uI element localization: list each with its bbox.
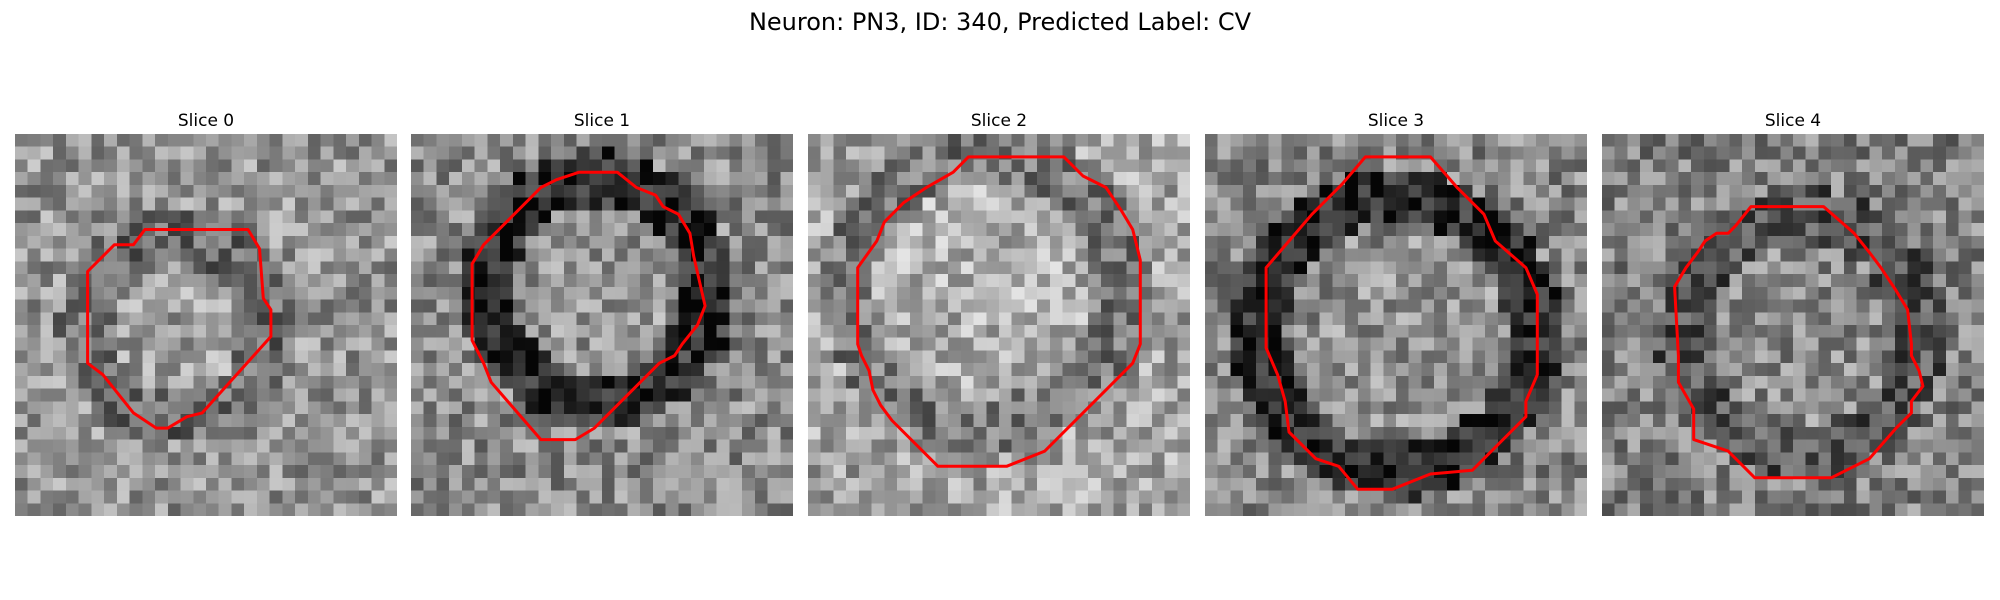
slice-image-4 [1602,134,1984,516]
slice-contour-0 [86,228,273,430]
slice-micrograph-2 [808,134,1190,516]
slice-image-2 [808,134,1190,516]
slice-micrograph-4 [1602,134,1984,516]
slice-title-3: Slice 3 [1367,111,1425,131]
slice-title-0: Slice 0 [177,111,235,131]
slice-micrograph-0 [15,134,397,516]
slice-title-4: Slice 4 [1764,111,1822,131]
slice-micrograph-3 [1205,134,1587,516]
slice-contour-1 [470,170,707,442]
slice-contour-3 [1264,155,1539,491]
slice-contour-2 [856,155,1142,468]
slice-image-0 [15,134,397,516]
slice-title-1: Slice 1 [573,111,631,131]
slice-image-1 [411,134,793,516]
slice-image-3 [1205,134,1587,516]
slice-title-2: Slice 2 [970,111,1028,131]
slice-micrograph-1 [411,134,793,516]
slice-contour-4 [1673,205,1925,480]
figure-title: Neuron: PN3, ID: 340, Predicted Label: C… [748,8,1252,36]
